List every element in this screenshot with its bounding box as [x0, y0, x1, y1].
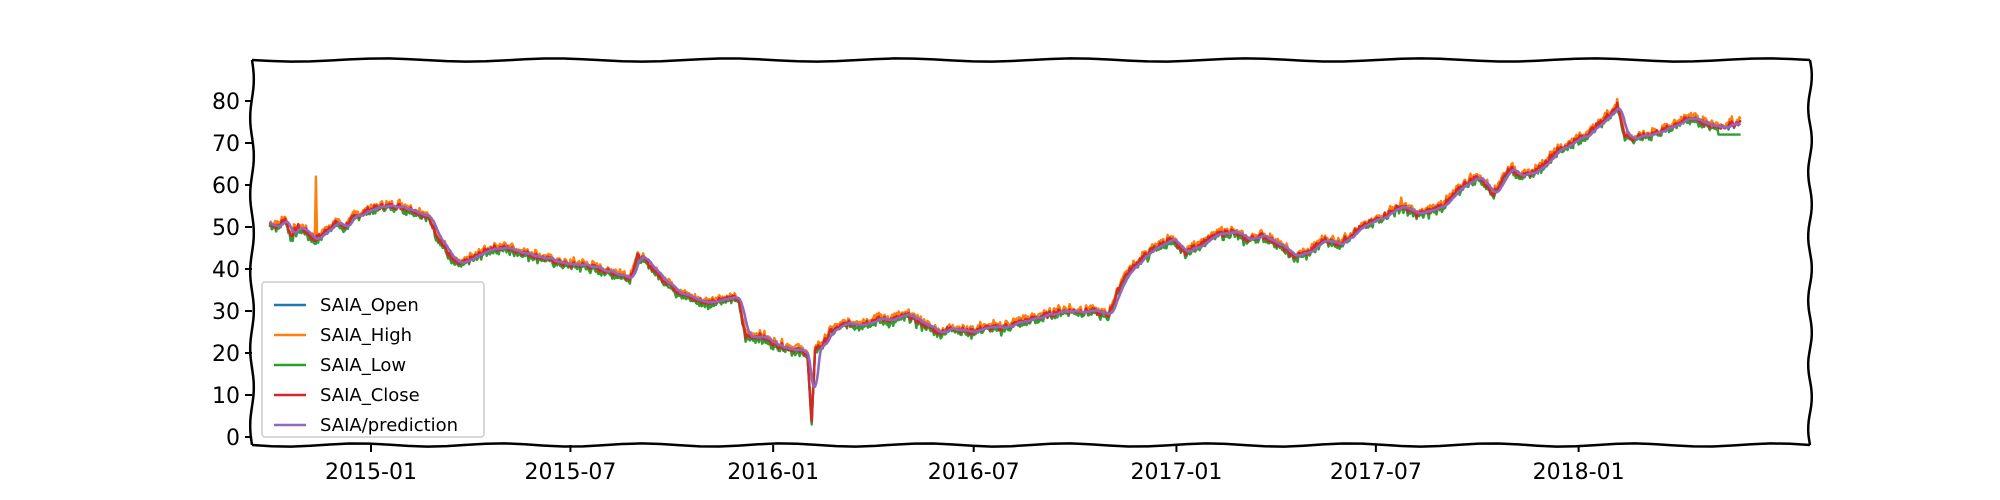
legend: SAIA_Open SAIA_High SAIA_Low SAIA_Close SAIA…: [261, 281, 485, 438]
legend-label: SAIA_High: [320, 325, 412, 346]
y-tick-label: 80: [212, 90, 240, 115]
y-tick-label: 0: [226, 426, 240, 451]
x-tick-label: 2018-01: [1533, 460, 1625, 485]
series-layer: [268, 97, 1742, 426]
frame-top: [251, 57, 1811, 63]
y-tick-label: 30: [212, 300, 240, 325]
plot-frame: [248, 57, 1814, 448]
series-line-saia-close: [269, 101, 1742, 423]
legend-label: SAIA_Close: [320, 385, 420, 406]
x-tick-label: 2017-01: [1130, 460, 1222, 485]
y-tick-label: 10: [212, 384, 240, 409]
y-tick-label: 60: [212, 174, 240, 199]
x-tick-label: 2016-07: [928, 460, 1020, 485]
frame-right: [1806, 59, 1814, 446]
series-line-saia-prediction: [269, 107, 1742, 389]
x-tick-label: 2015-07: [524, 460, 616, 485]
y-tick-label: 40: [212, 258, 240, 283]
legend-label: SAIA_Open: [320, 295, 419, 316]
legend-box: [261, 281, 485, 438]
legend-label: SAIA_Low: [320, 355, 406, 376]
x-tick-label: 2015-01: [325, 460, 417, 485]
legend-label: SAIA/prediction: [320, 415, 458, 436]
frame-left: [248, 59, 256, 446]
x-tick-label: 2016-01: [727, 460, 819, 485]
y-axis: 0 10 20 30 40 50 60 70 80: [212, 90, 252, 451]
frame-bottom: [251, 442, 1811, 448]
y-tick-label: 50: [212, 216, 240, 241]
y-tick-label: 70: [212, 132, 240, 157]
x-tick-label: 2017-07: [1330, 460, 1422, 485]
y-tick-label: 20: [212, 342, 240, 367]
x-axis: 2015-01 2015-07 2016-01 2016-07 2017-01 2017-…: [325, 445, 1625, 485]
